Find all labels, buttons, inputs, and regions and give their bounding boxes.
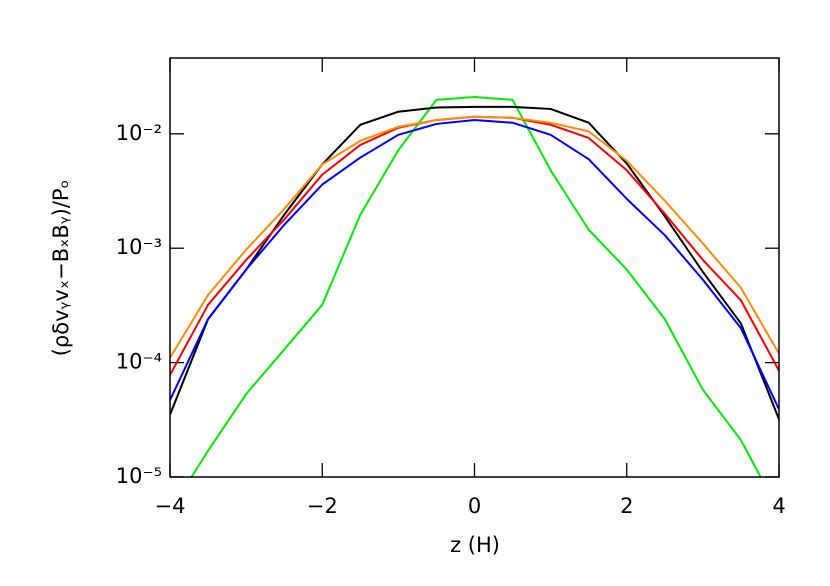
y-tick-label: 10⁻⁴ bbox=[116, 350, 162, 374]
y-tick-label: 10⁻³ bbox=[116, 235, 162, 259]
y-axis-label: (ρδvᵧvₓ−BₓBᵧ)/Pₒ bbox=[49, 180, 73, 357]
series-line bbox=[190, 95, 762, 477]
x-tick-label: −4 bbox=[155, 494, 186, 518]
y-tick-label: 10⁻⁵ bbox=[116, 464, 162, 488]
x-tick-label: 2 bbox=[620, 494, 633, 518]
x-tick-label: −2 bbox=[307, 494, 338, 518]
x-axis-label: z (H) bbox=[450, 533, 500, 557]
series-line bbox=[170, 115, 779, 359]
x-tick-label: 4 bbox=[772, 494, 785, 518]
series-line bbox=[170, 115, 779, 376]
series-line bbox=[170, 119, 779, 410]
plot-frame bbox=[169, 57, 780, 478]
y-tick-label: 10⁻² bbox=[116, 121, 162, 145]
x-tick-label: 0 bbox=[468, 494, 481, 518]
